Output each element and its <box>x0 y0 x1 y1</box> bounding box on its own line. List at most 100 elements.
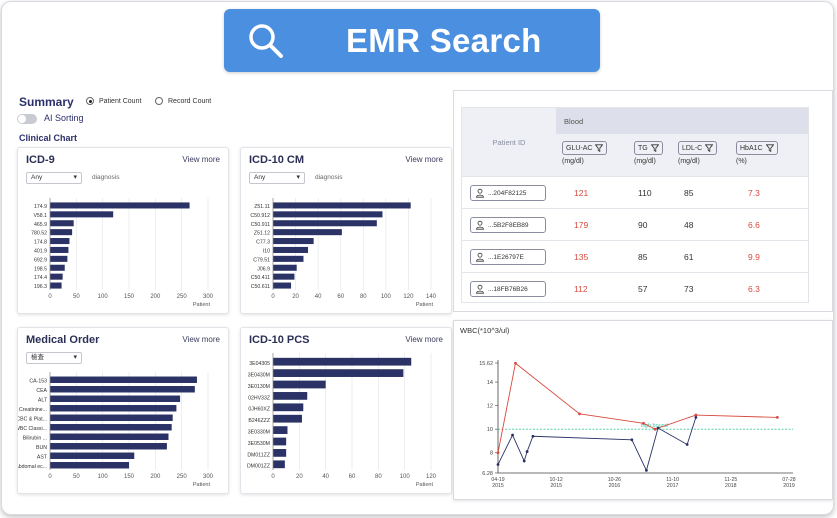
wbc-line-chart: 6.28810121415.6204-19201510-12201510-262… <box>479 360 796 489</box>
x-tick-label: 10-26 <box>608 477 621 483</box>
column-header-ldl-c[interactable]: LDL-C (mg/dl) <box>678 141 718 165</box>
view-more-link[interactable]: View more <box>405 155 443 164</box>
cell-glu-ac: 179 <box>574 220 589 230</box>
column-filter-box[interactable]: HbA1C <box>736 141 778 155</box>
table-row[interactable]: ...5B2F8EB89 179 90 48 6.6 <box>462 208 808 240</box>
table-row[interactable]: ...204F82125 121 110 85 7.3 <box>462 176 808 208</box>
column-header-tg[interactable]: TG (mg/dl) <box>634 141 663 165</box>
column-header-glu-ac[interactable]: GLU-AC (mg/dl) <box>562 141 608 165</box>
category-select[interactable]: 檢查 <box>26 352 82 364</box>
category-label: Bilirubin ... <box>23 435 47 441</box>
bar <box>273 264 297 271</box>
category-label: 692.9 <box>34 257 47 263</box>
x-tick-label: 2019 <box>783 483 795 489</box>
y-tick-label: 10 <box>487 427 493 433</box>
data-point <box>775 416 779 419</box>
x-tick-label: 2015 <box>550 483 562 489</box>
data-point <box>522 459 526 463</box>
radio-label: Patient Count <box>99 97 142 105</box>
category-label: I10 <box>263 248 270 254</box>
category-label: Creatinine... <box>19 407 47 413</box>
category-label: C77.3 <box>256 240 270 246</box>
cell-ldl-c: 73 <box>684 284 694 294</box>
filter-icon[interactable] <box>650 144 659 152</box>
column-filter-box[interactable]: LDL-C <box>678 141 718 155</box>
category-label: C79.51 <box>253 257 270 263</box>
person-icon <box>476 188 484 198</box>
cell-hba1c: 9.9 <box>748 252 760 262</box>
column-header-hba1c[interactable]: HbA1C (%) <box>736 141 778 165</box>
ai-sorting-toggle[interactable] <box>17 114 37 124</box>
x-tick-label: 150 <box>124 294 135 300</box>
bar <box>50 443 167 450</box>
category-select[interactable]: Any <box>249 172 305 184</box>
patient-id-chip[interactable]: ...204F82125 <box>470 185 546 201</box>
category-label: 174.9 <box>34 204 47 210</box>
category-label: 3E04305 <box>249 361 270 367</box>
x-tick-label: 200 <box>150 474 161 480</box>
x-tick-label: 0 <box>271 474 275 480</box>
patient-id: ...5B2F8EB89 <box>488 221 529 229</box>
icd10cm-card: ICD-10 CM View more Any diagnosis 0 20 40 6… <box>240 147 452 314</box>
category-label: 3E0130M <box>248 384 270 390</box>
category-label: CEA <box>36 388 47 394</box>
filter-icon[interactable] <box>705 144 714 152</box>
bar <box>273 220 377 227</box>
bar <box>273 403 304 412</box>
x-tick-label: 80 <box>360 294 367 300</box>
column-name: TG <box>638 144 648 152</box>
card-subtitle: diagnosis <box>315 174 343 181</box>
bar <box>50 220 74 227</box>
patient-count-radio[interactable]: Patient Count <box>86 97 141 105</box>
ai-sorting-label: AI Sorting <box>44 113 84 123</box>
x-tick-label: 20 <box>296 474 303 480</box>
category-label: 3E0530M <box>248 441 270 447</box>
cell-hba1c: 6.3 <box>748 284 760 294</box>
cell-glu-ac: 112 <box>574 284 588 294</box>
card-title: Medical Order <box>26 334 100 346</box>
column-headers: GLU-AC (mg/dl) TG (mg/dl) LDL-C (mg/dl) HbA1C (… <box>556 134 808 176</box>
card-title: ICD-9 <box>26 154 55 166</box>
summary-title: Summary <box>19 95 74 109</box>
category-label: C50.911 <box>251 222 270 228</box>
category-label: 3E0430M <box>248 372 270 378</box>
icd10pcs-bar-chart: 0 20 40 60 80 100 120 3E04305 3E0430M 3E0130M 02HV… <box>247 353 437 488</box>
data-point <box>694 416 698 419</box>
y-tick-label: 6.28 <box>482 471 493 477</box>
patient-id-chip[interactable]: ...18FB76B26 <box>470 281 546 297</box>
column-unit: (mg/dl) <box>678 158 700 165</box>
column-filter-box[interactable]: TG <box>634 141 663 155</box>
cell-tg: 85 <box>638 252 648 262</box>
blood-table: Patient ID Blood GLU-AC (mg/dl) TG (mg/dl) L… <box>461 107 809 303</box>
filter-icon[interactable] <box>765 144 774 152</box>
medical-order-bar-chart: 0 50 100 150 200 250 300 CA-153 CEA ALT Creatinine… <box>18 372 214 488</box>
x-tick-label: 2017 <box>667 483 679 489</box>
view-more-link[interactable]: View more <box>182 155 220 164</box>
table-row[interactable]: ...1E26797E 135 85 61 9.9 <box>462 240 808 272</box>
category-label: 198.5 <box>34 266 47 272</box>
column-unit: (%) <box>736 158 747 165</box>
record-count-radio[interactable]: Record Count <box>155 97 211 105</box>
bar <box>273 273 295 280</box>
table-row[interactable]: ...18FB76B26 112 57 73 6.3 <box>462 272 808 302</box>
bar <box>273 211 383 218</box>
category-select[interactable]: Any <box>26 172 82 184</box>
x-tick-label: 11-25 <box>724 477 737 483</box>
clinical-chart-label: Clinical Chart <box>19 133 78 143</box>
x-tick-label: 120 <box>426 474 437 480</box>
column-filter-box[interactable]: GLU-AC <box>562 141 608 155</box>
category-label: 401.9 <box>34 248 47 254</box>
patient-id-chip[interactable]: ...5B2F8EB89 <box>470 217 546 233</box>
patient-id-chip[interactable]: ...1E26797E <box>470 249 546 265</box>
cell-tg: 110 <box>638 188 652 198</box>
y-tick-label: 8 <box>490 451 493 457</box>
filter-icon[interactable] <box>595 144 604 152</box>
category-label: B246ZZZ <box>248 418 270 424</box>
person-icon <box>476 252 484 262</box>
cell-ldl-c: 85 <box>684 188 694 198</box>
view-more-link[interactable]: View more <box>405 335 443 344</box>
view-more-link[interactable]: View more <box>182 335 220 344</box>
cell-hba1c: 6.6 <box>748 220 760 230</box>
x-tick-label: 100 <box>98 474 109 480</box>
x-tick-label: 2016 <box>609 483 621 489</box>
